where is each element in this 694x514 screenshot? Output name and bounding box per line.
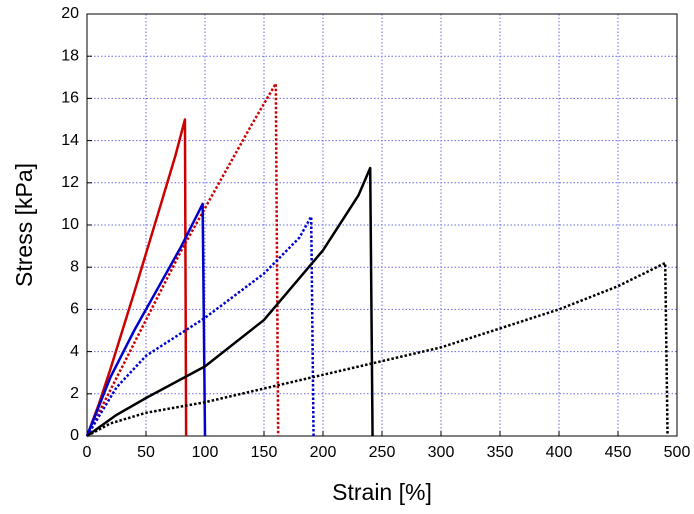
series-line [86, 261, 669, 438]
x-tick-label: 100 [192, 444, 219, 461]
series-line [85, 215, 315, 437]
series-line [85, 118, 188, 437]
y-tick-label: 10 [61, 216, 79, 233]
x-tick-label: 150 [251, 444, 278, 461]
y-tick-label: 20 [61, 5, 79, 22]
y-tick-label: 12 [61, 174, 79, 191]
series-line [85, 82, 280, 437]
y-axis-title: Stress [kPa] [11, 163, 37, 287]
y-tick-label: 16 [61, 90, 79, 107]
x-tick-label: 350 [487, 444, 514, 461]
y-tick-label: 0 [70, 427, 79, 444]
y-tick-label: 2 [70, 385, 79, 402]
x-tick-label: 400 [546, 444, 573, 461]
x-tick-label: 250 [369, 444, 396, 461]
x-tick-label: 500 [664, 444, 691, 461]
y-tick-label: 4 [70, 343, 79, 360]
x-tick-label: 50 [137, 444, 155, 461]
y-tick-label: 14 [61, 132, 79, 149]
x-tick-label: 0 [83, 444, 92, 461]
x-tick-label: 450 [605, 444, 632, 461]
series-line [85, 202, 207, 437]
y-tick-label: 6 [70, 301, 79, 318]
y-tick-label: 18 [61, 47, 79, 64]
plot-frame [86, 13, 678, 437]
series-line [86, 166, 374, 438]
x-tick-label: 200 [310, 444, 337, 461]
x-tick-label: 300 [428, 444, 455, 461]
y-tick-label: 8 [70, 258, 79, 275]
x-axis-title: Strain [%] [332, 479, 432, 505]
